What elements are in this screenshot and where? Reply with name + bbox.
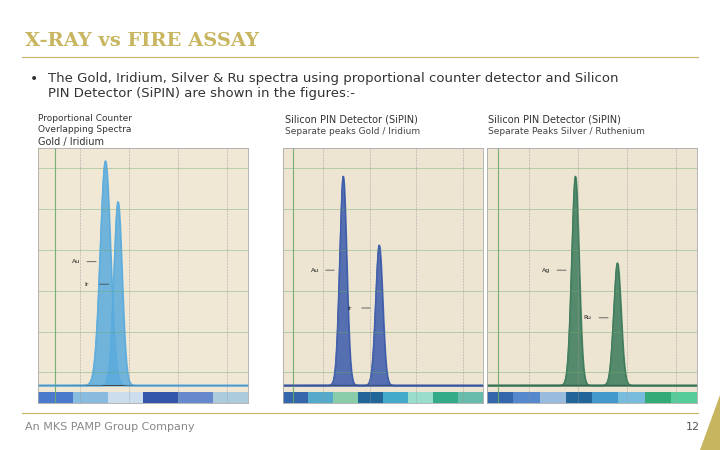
Bar xyxy=(458,392,483,403)
Text: PIN Detector (SiPIN) are shown in the figures:-: PIN Detector (SiPIN) are shown in the fi… xyxy=(48,87,355,100)
Bar xyxy=(618,392,644,403)
Text: The Gold, Iridium, Silver & Ru spectra using proportional counter detector and S: The Gold, Iridium, Silver & Ru spectra u… xyxy=(48,72,618,85)
Text: •: • xyxy=(30,72,38,86)
Polygon shape xyxy=(700,395,720,450)
Bar xyxy=(213,392,248,403)
Text: Separate Peaks Silver / Ruthenium: Separate Peaks Silver / Ruthenium xyxy=(488,127,645,136)
Text: Silicon PIN Detector (SiPIN): Silicon PIN Detector (SiPIN) xyxy=(488,114,621,124)
Bar xyxy=(308,392,333,403)
Text: X-RAY vs FIRE ASSAY: X-RAY vs FIRE ASSAY xyxy=(25,32,259,50)
Text: Ir: Ir xyxy=(347,306,351,310)
Bar xyxy=(592,392,618,403)
Bar xyxy=(38,392,73,403)
Text: Silicon PIN Detector (SiPIN): Silicon PIN Detector (SiPIN) xyxy=(285,114,418,124)
Text: 12: 12 xyxy=(686,422,700,432)
Bar xyxy=(487,392,513,403)
Bar xyxy=(513,392,539,403)
Text: Ru: Ru xyxy=(584,315,592,320)
Bar xyxy=(408,392,433,403)
Text: Proportional Counter: Proportional Counter xyxy=(38,114,132,123)
Bar xyxy=(539,392,566,403)
Text: An MKS PAMP Group Company: An MKS PAMP Group Company xyxy=(25,422,194,432)
Bar xyxy=(566,392,592,403)
Bar xyxy=(644,392,671,403)
Text: Au: Au xyxy=(311,268,319,273)
Text: Ag: Ag xyxy=(541,268,550,273)
Bar xyxy=(358,392,383,403)
Text: Separate peaks Gold / Iridium: Separate peaks Gold / Iridium xyxy=(285,127,420,136)
Bar xyxy=(333,392,358,403)
Bar xyxy=(283,392,308,403)
Text: Overlapping Spectra: Overlapping Spectra xyxy=(38,125,131,134)
Text: Au: Au xyxy=(71,259,80,264)
Bar xyxy=(73,392,108,403)
Bar xyxy=(178,392,213,403)
Text: Gold / Iridium: Gold / Iridium xyxy=(38,137,104,147)
Bar xyxy=(383,392,408,403)
Bar xyxy=(143,392,178,403)
Bar xyxy=(671,392,697,403)
Text: Ir: Ir xyxy=(84,282,89,287)
Bar xyxy=(433,392,458,403)
Bar xyxy=(108,392,143,403)
